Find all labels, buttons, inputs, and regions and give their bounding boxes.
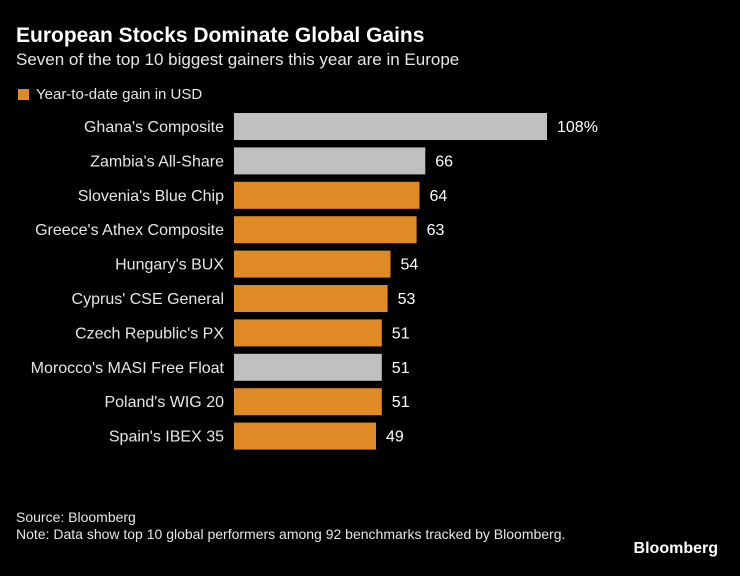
bar [234, 388, 382, 416]
data-label: 54 [401, 257, 419, 274]
bar [234, 147, 426, 175]
data-label: 51 [392, 360, 410, 377]
legend-swatch [18, 89, 29, 100]
bar [234, 285, 388, 312]
note-text: Note: Data show top 10 global performers… [16, 526, 566, 542]
bar [234, 422, 377, 450]
category-label: Greece's Athex Composite [35, 222, 224, 239]
bar [234, 113, 547, 140]
data-label: 63 [427, 222, 445, 239]
bloomberg-logo: Bloomberg [633, 540, 718, 557]
data-label: 49 [386, 429, 404, 446]
data-label: 66 [435, 153, 453, 170]
category-label: Poland's WIG 20 [104, 394, 224, 411]
category-label: Ghana's Composite [84, 119, 224, 136]
data-label: 108% [557, 119, 598, 136]
chart-subtitle: Seven of the top 10 biggest gainers this… [16, 50, 460, 69]
data-label: 53 [398, 291, 416, 308]
legend-label: Year-to-date gain in USD [36, 86, 203, 103]
legend: Year-to-date gain in USD [18, 86, 202, 103]
category-label: Morocco's MASI Free Float [31, 360, 225, 377]
bar [234, 353, 382, 381]
chart-title: European Stocks Dominate Global Gains [16, 24, 425, 47]
category-label: Czech Republic's PX [75, 325, 224, 342]
footer: Source: Bloomberg Note: Data show top 10… [16, 509, 576, 543]
data-label: 51 [392, 394, 410, 411]
bar [234, 181, 420, 209]
category-label: Hungary's BUX [115, 257, 224, 274]
category-label: Spain's IBEX 35 [109, 429, 224, 446]
data-label: 64 [429, 188, 447, 205]
bar [234, 250, 391, 278]
category-label: Zambia's All-Share [90, 153, 224, 170]
bar [234, 319, 382, 347]
data-label: 51 [392, 325, 410, 342]
category-label: Cyprus' CSE General [72, 291, 224, 308]
category-label: Slovenia's Blue Chip [78, 188, 224, 205]
source-text: Source: Bloomberg [16, 509, 136, 525]
bar [234, 216, 417, 244]
